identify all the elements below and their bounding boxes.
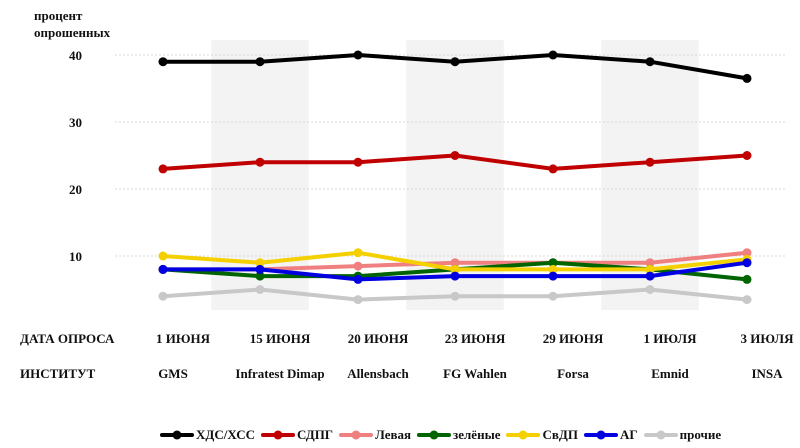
data-point	[158, 164, 168, 174]
data-point	[158, 291, 168, 301]
data-point	[645, 285, 655, 294]
y-axis-ticks: 10 20 30 40	[69, 48, 82, 264]
data-point	[353, 248, 363, 258]
legend-swatch	[339, 430, 374, 440]
data-point	[645, 258, 655, 268]
data-point	[158, 264, 168, 274]
x-date-label: 1 ИЮНЯ	[156, 331, 211, 346]
data-point	[450, 271, 460, 281]
legend-swatch	[643, 430, 678, 440]
legend-swatch	[506, 430, 541, 440]
data-point	[742, 151, 752, 160]
legend-item: ХДС/ХСС	[160, 427, 261, 443]
x-institute-label: INSA	[751, 366, 783, 381]
data-point	[548, 291, 558, 301]
legend-item: СвДП	[506, 427, 583, 443]
x-institute-label: Forsa	[557, 366, 589, 381]
y-axis-label-line2: опрошенных	[34, 25, 111, 40]
data-point	[353, 274, 363, 284]
data-point	[645, 57, 655, 67]
data-point	[255, 264, 265, 274]
data-point	[255, 285, 265, 294]
x-axis-dates: 1 ИЮНЯ 15 ИЮНЯ 20 ИЮНЯ 23 ИЮНЯ 29 ИЮНЯ 1 ИЮЛЯ…	[156, 331, 794, 346]
data-point	[548, 164, 558, 174]
y-tick-label: 10	[69, 249, 82, 264]
y-axis-label: процент опрошенных	[34, 8, 111, 40]
background-bands	[211, 40, 699, 310]
x-date-label: 3 ИЮЛЯ	[741, 331, 795, 346]
data-point	[645, 264, 655, 274]
legend-label: СвДП	[542, 427, 578, 442]
x-institute-label: Infratest Dimap	[235, 366, 324, 381]
legend-item: зелёные	[417, 427, 506, 443]
data-point	[450, 264, 460, 274]
series	[158, 258, 752, 284]
data-point	[255, 57, 265, 67]
legend-label: СДПГ	[297, 427, 334, 442]
data-point	[450, 57, 460, 67]
x-date-label: 1 ИЮЛЯ	[644, 331, 698, 346]
data-point	[255, 271, 265, 281]
data-point	[742, 73, 752, 83]
date-row-label: ДАТА ОПРОСА	[20, 331, 115, 346]
legend-swatch	[583, 430, 618, 440]
x-institute-label: GMS	[158, 366, 188, 381]
y-tick-label: 30	[69, 115, 82, 130]
y-axis-label-line1: процент	[34, 8, 83, 23]
x-date-label: 15 ИЮНЯ	[250, 331, 311, 346]
data-point	[158, 57, 168, 67]
data-point	[255, 157, 265, 167]
data-point	[450, 258, 460, 268]
data-point	[353, 50, 363, 60]
data-point	[742, 258, 752, 268]
data-point	[450, 151, 460, 160]
data-point	[158, 251, 168, 261]
series	[158, 285, 752, 305]
legend-label: Левая	[375, 427, 412, 442]
legend-label: прочие	[679, 427, 722, 442]
legend-swatch	[160, 430, 194, 440]
legend-label: АГ	[619, 427, 638, 442]
data-point	[742, 274, 752, 284]
data-point	[645, 271, 655, 281]
series	[158, 151, 752, 174]
legend-item: Левая	[339, 427, 417, 443]
data-point	[742, 295, 752, 305]
legend-item: прочие	[643, 427, 727, 443]
data-point	[742, 248, 752, 258]
x-date-label: 29 ИЮНЯ	[543, 331, 604, 346]
institute-row-label: ИНСТИТУТ	[20, 366, 96, 381]
legend: ХДС/ХСС СДПГ Левая зелёные СвДП АГ прочие	[160, 424, 727, 446]
legend-item: АГ	[583, 427, 644, 443]
series	[158, 248, 752, 274]
data-point	[548, 258, 558, 268]
data-point	[548, 50, 558, 60]
legend-swatch	[261, 430, 296, 440]
data-point	[353, 157, 363, 167]
data-point	[645, 157, 655, 167]
data-point	[255, 258, 265, 268]
legend-label: ХДС/ХСС	[196, 427, 256, 442]
data-point	[353, 295, 363, 305]
x-date-label: 23 ИЮНЯ	[445, 331, 506, 346]
x-institute-label: Emnid	[651, 366, 689, 381]
legend-item: СДПГ	[261, 427, 339, 443]
data-point	[450, 291, 460, 301]
y-tick-label: 40	[69, 48, 82, 63]
data-point	[353, 261, 363, 271]
y-tick-label: 20	[69, 182, 82, 197]
series-lines	[158, 50, 752, 305]
series	[158, 50, 752, 83]
x-axis-institutes: GMS Infratest Dimap Allensbach FG Wahlen For…	[158, 366, 783, 381]
x-institute-label: FG Wahlen	[443, 366, 507, 381]
legend-swatch	[417, 430, 452, 440]
data-point	[548, 264, 558, 274]
legend-label: зелёные	[453, 427, 501, 442]
x-institute-label: Allensbach	[347, 366, 409, 381]
data-point	[548, 271, 558, 281]
x-date-label: 20 ИЮНЯ	[348, 331, 409, 346]
